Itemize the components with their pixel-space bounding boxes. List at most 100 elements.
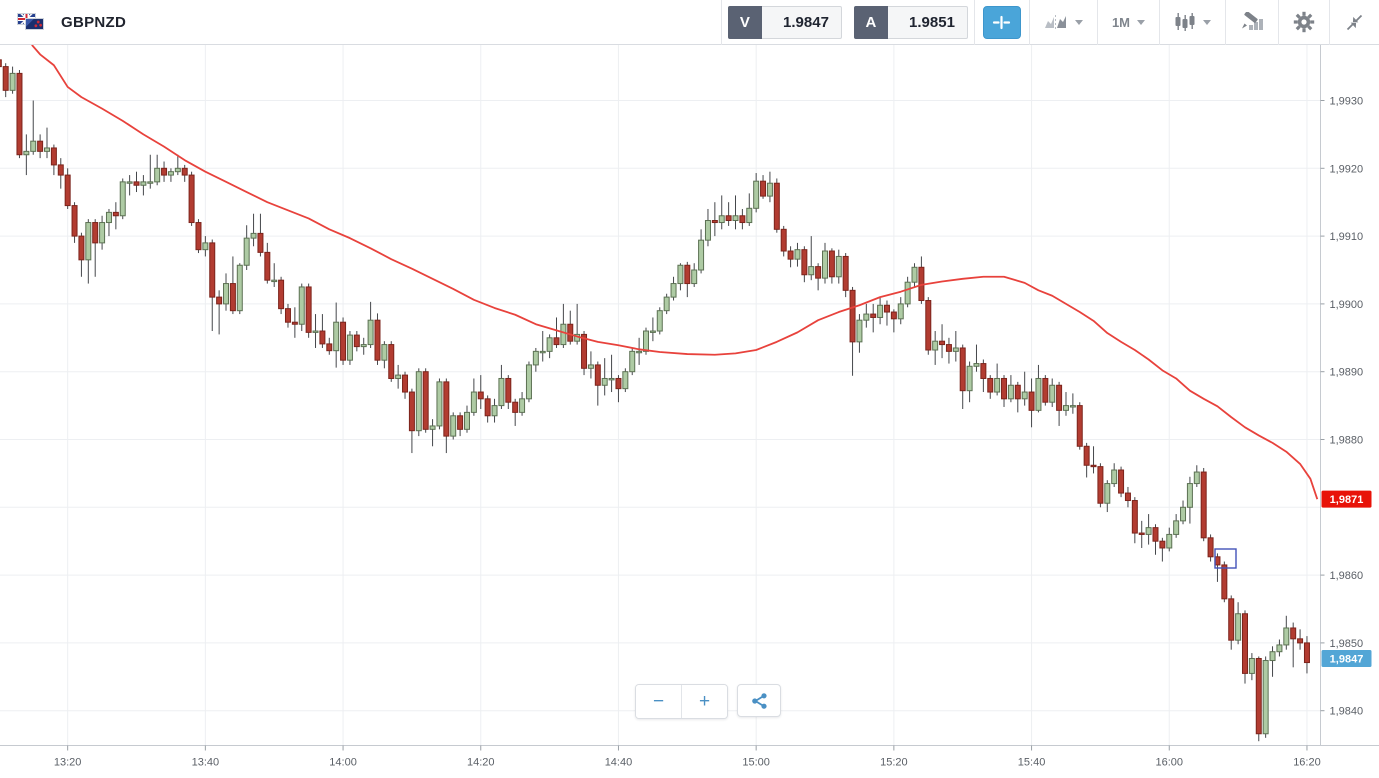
candle-up	[1180, 506, 1187, 522]
candle-up	[1062, 405, 1069, 411]
candle-down	[725, 215, 732, 222]
zoom-out-button[interactable]: −	[636, 685, 681, 718]
candle-down	[1200, 471, 1207, 539]
candle-up	[346, 334, 353, 361]
candle-down	[305, 286, 312, 333]
candle-down	[1241, 613, 1248, 674]
candle-up	[1262, 660, 1269, 735]
share-button[interactable]	[737, 684, 781, 717]
candle-down	[457, 415, 464, 430]
candle-up	[546, 337, 553, 352]
timeframe-button[interactable]: 1M	[1098, 0, 1159, 45]
candle-up	[525, 364, 532, 400]
candle-down	[505, 377, 512, 403]
candle-up	[491, 405, 498, 417]
candle-down	[209, 242, 216, 298]
buy-price: 1.9851	[909, 13, 955, 31]
candle-up	[463, 411, 470, 430]
candle-up	[126, 181, 133, 184]
collapse-arrows-icon	[1346, 14, 1363, 30]
candle-up	[223, 283, 230, 305]
candle-down	[1083, 445, 1090, 466]
candle-up	[663, 296, 670, 312]
candle-up	[911, 266, 918, 283]
candle-down	[1097, 466, 1104, 504]
candle-up	[1235, 613, 1242, 641]
toolbar-divider	[1159, 0, 1160, 45]
last-price-tag-label: 1,9847	[1330, 653, 1364, 665]
candle-down	[1028, 391, 1035, 411]
buy-badge: A	[853, 5, 888, 39]
settings-button[interactable]	[1279, 0, 1329, 45]
candle-down	[615, 377, 622, 390]
candle-down	[980, 363, 987, 379]
price-tick-label: 1,9920	[1330, 163, 1364, 175]
time-tick-label: 15:40	[1018, 757, 1046, 769]
candle-down	[278, 279, 285, 310]
buy-button[interactable]: A 1.9851	[853, 5, 968, 39]
candle-up	[656, 310, 663, 332]
toolbar-divider	[1278, 0, 1279, 45]
candle-up	[670, 283, 677, 298]
price-tick-label: 1,9860	[1330, 570, 1364, 582]
candle-up	[167, 171, 174, 176]
candle-down	[773, 182, 780, 230]
candle-up	[1007, 384, 1014, 400]
price-tick-label: 1,9900	[1330, 299, 1364, 311]
chart-area: 1,9930 1,9920 1,9910 1,9900 1,9890 1,9880 1,98…	[0, 45, 1379, 778]
candle-up	[994, 377, 1001, 393]
candle-up	[381, 344, 388, 361]
candle-up	[1276, 644, 1283, 653]
price-chart-canvas[interactable]: 1,9930 1,9920 1,9910 1,9900 1,9890 1,9880 1,98…	[0, 45, 1379, 778]
collapse-button[interactable]	[1330, 0, 1379, 45]
chevron-down-icon	[1074, 19, 1083, 25]
candle-up	[23, 150, 30, 156]
zoom-in-button[interactable]: +	[682, 685, 727, 718]
chevron-down-icon	[1203, 19, 1211, 25]
candle-down	[422, 371, 429, 430]
candle-up	[746, 207, 753, 224]
candle-down	[594, 364, 601, 386]
candle-up	[622, 371, 629, 390]
candle-down	[890, 311, 897, 320]
candle-down	[567, 323, 574, 342]
candle-down	[1159, 540, 1166, 549]
candle-down	[16, 72, 23, 156]
candle-down	[353, 334, 360, 348]
candle-down	[945, 344, 952, 352]
price-tick-label: 1,9850	[1330, 638, 1364, 650]
candle-up	[973, 363, 980, 367]
candle-down	[1042, 377, 1049, 403]
candle-down	[1303, 642, 1310, 664]
candle-down	[581, 333, 588, 369]
candle-up	[1035, 377, 1042, 411]
candle-down	[181, 167, 188, 176]
price-axis-background[interactable]	[1320, 45, 1379, 778]
candle-down	[801, 249, 808, 276]
candle-down	[1207, 537, 1214, 558]
compare-charts-button[interactable]	[1030, 0, 1097, 45]
chart-style-button[interactable]	[1160, 0, 1225, 45]
candle-up	[822, 250, 829, 279]
time-axis-background[interactable]	[0, 745, 1379, 778]
price-tick-label: 1,9930	[1330, 96, 1364, 108]
candle-up	[298, 286, 305, 325]
candle-down	[484, 398, 491, 417]
draw-indicator-button[interactable]	[1226, 0, 1278, 45]
candle-up	[498, 377, 505, 407]
candle-down	[883, 304, 890, 313]
candle-up	[415, 371, 422, 432]
candle-down	[2, 66, 9, 91]
candle-down	[402, 374, 409, 393]
zoom-divider	[681, 685, 682, 718]
candle-down	[161, 167, 168, 176]
sell-button[interactable]: V 1.9847	[727, 5, 842, 39]
chart-compare-icon	[1044, 15, 1066, 29]
time-tick-label: 13:20	[54, 757, 82, 769]
candle-up	[863, 313, 870, 321]
share-icon	[751, 692, 767, 709]
candle-up	[174, 167, 181, 173]
candle-up	[691, 269, 698, 285]
candle-down	[257, 232, 264, 253]
crosshair-button[interactable]	[982, 5, 1021, 39]
